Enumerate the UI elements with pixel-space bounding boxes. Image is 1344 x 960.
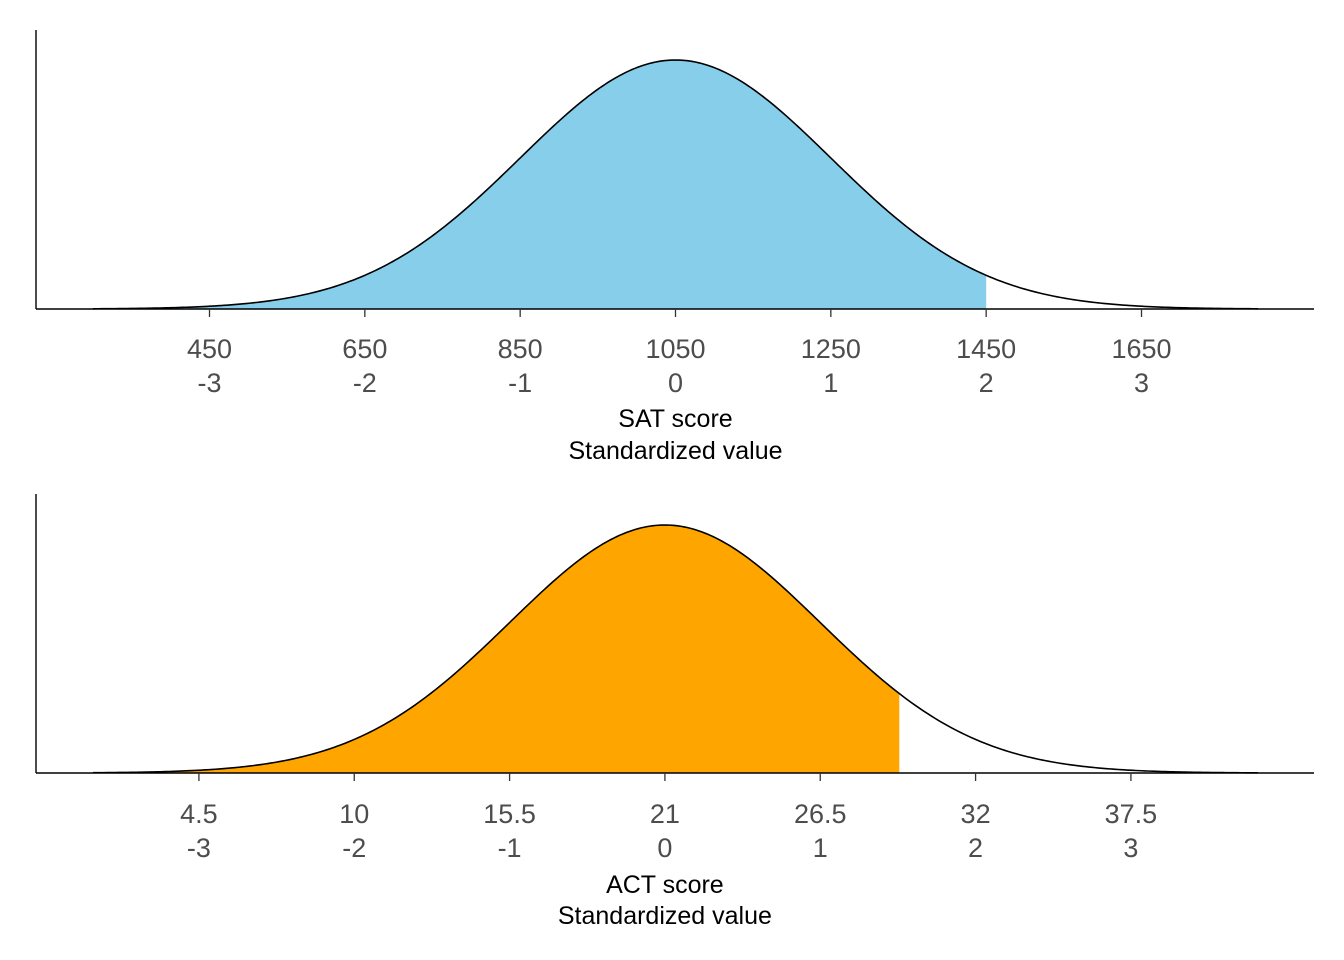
sat-tick-label: 1450 [956,334,1016,364]
sat-standardized-tick-label: 2 [979,368,994,398]
sat-tick-label: 450 [187,334,232,364]
sat-ticks: 450 -3 650 -2 850 -1 1050 0 1250 1 1450 2 1650 3 [187,309,1172,398]
act-tick-label: 32 [961,799,991,829]
sat-xlabel: SAT score [618,405,732,433]
act-tick-label: 26.5 [794,799,847,829]
act-tick-label: 21 [650,799,680,829]
sat-panel: 450 -3 650 -2 850 -1 1050 0 1250 1 1450 2 1650 3 SAT … [35,30,1314,465]
act-standardized-tick-label: -1 [498,833,522,863]
sat-tick-label: 650 [342,334,387,364]
sat-standardized-tick-label: -2 [353,368,377,398]
sat-standardized-tick-label: 1 [823,368,838,398]
act-standardized-tick-label: 3 [1123,833,1138,863]
act-standardized-tick-label: 0 [657,833,672,863]
sat-shaded-area [93,60,987,310]
sat-tick-label: 1050 [645,334,705,364]
act-shaded-area [93,525,900,773]
act-xlabel-standardized: Standardized value [558,902,772,930]
act-density-curve [92,524,1259,774]
sat-xlabel-standardized: Standardized value [568,437,782,465]
act-standardized-tick-label: 2 [968,833,983,863]
sat-tick-label: 1250 [801,334,861,364]
act-standardized-tick-label: -3 [187,833,211,863]
act-panel: 4.5 -3 10 -2 15.5 -1 21 0 26.5 1 32 2 37.5 3 ACT scor… [35,494,1314,930]
sat-standardized-tick-label: -1 [508,368,532,398]
act-standardized-tick-label: -2 [342,833,366,863]
act-tick-label: 37.5 [1105,799,1158,829]
act-tick-label: 10 [339,799,369,829]
act-tick-label: 4.5 [180,799,218,829]
act-standardized-tick-label: 1 [813,833,828,863]
sat-tick-label: 1650 [1111,334,1171,364]
sat-tick-label: 850 [498,334,543,364]
act-tick-label: 15.5 [483,799,536,829]
sat-standardized-tick-label: 3 [1134,368,1149,398]
sat-density-curve [92,59,1259,310]
sat-standardized-tick-label: -3 [197,368,221,398]
sat-standardized-tick-label: 0 [668,368,683,398]
act-ticks: 4.5 -3 10 -2 15.5 -1 21 0 26.5 1 32 2 37.5 3 [180,773,1157,863]
act-xlabel: ACT score [606,871,724,899]
